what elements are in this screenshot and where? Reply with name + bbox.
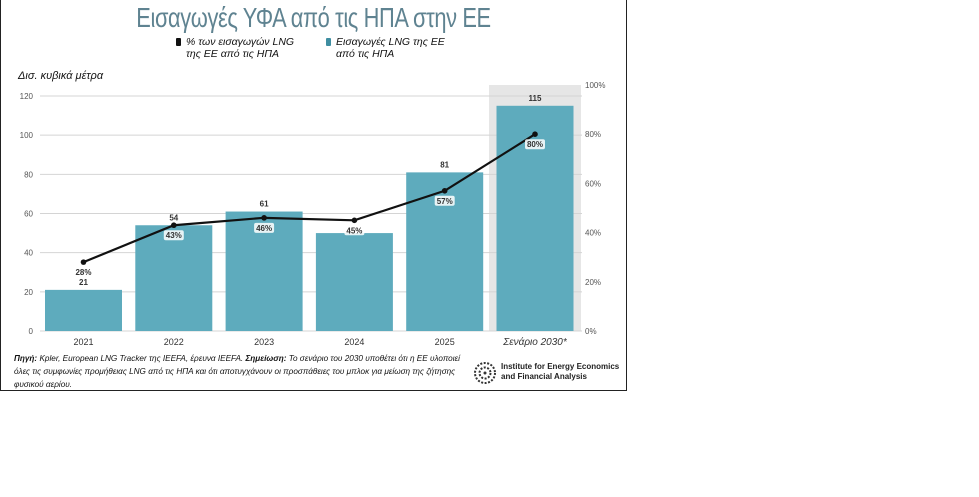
line-label-bg bbox=[163, 230, 184, 241]
legend-text: της ΕΕ από τις ΗΠΑ bbox=[186, 48, 279, 60]
line-value-label: 43% bbox=[166, 231, 182, 240]
line-value-label: 57% bbox=[437, 197, 453, 206]
y2-tick-label: 100% bbox=[585, 81, 605, 90]
legend-text: από τις ΗΠΑ bbox=[336, 48, 395, 60]
x-tick-label: 2021 bbox=[73, 337, 93, 347]
y-tick-label: 100 bbox=[20, 131, 34, 140]
y2-tick-label: 40% bbox=[585, 229, 601, 238]
chart-svg: 0 20 40 60 80 100 120 0% 20% 40% 60% 80% 100% 21 2021 5… bbox=[20, 81, 606, 348]
line-point bbox=[171, 222, 177, 229]
y-tick-label: 40 bbox=[24, 249, 33, 258]
bar-value-label: 115 bbox=[529, 94, 542, 103]
line-series bbox=[83, 133, 536, 264]
y2-tick-label: 20% bbox=[585, 278, 601, 287]
legend-text: % των εισαγωγών LNG bbox=[186, 36, 295, 48]
x-tick-label: 2022 bbox=[164, 337, 184, 347]
line-label-bg bbox=[525, 139, 545, 150]
x-tick-label: 2025 bbox=[435, 337, 455, 347]
line-point bbox=[441, 187, 448, 194]
line-point bbox=[80, 259, 87, 265]
x-tick-label: 2024 bbox=[344, 337, 364, 347]
legend-swatch-line bbox=[176, 38, 181, 46]
y-tick-label: 120 bbox=[20, 92, 34, 101]
y2-tick-label: 60% bbox=[585, 179, 601, 188]
y-tick-label: 0 bbox=[29, 327, 34, 336]
legend-text: Εισαγωγές LNG της ΕΕ bbox=[336, 36, 445, 48]
line-label-bg bbox=[344, 225, 365, 236]
bar bbox=[315, 233, 393, 331]
globe-icon bbox=[474, 362, 496, 384]
line-point bbox=[532, 131, 538, 137]
line-value-label: 46% bbox=[256, 224, 272, 233]
legend-item-line: % των εισαγωγών LNG της ΕΕ από τις ΗΠΑ bbox=[176, 36, 295, 60]
y-axis-label: Δισ. κυβικά μέτρα bbox=[18, 70, 104, 82]
bar bbox=[135, 225, 213, 331]
bar-value-label: 81 bbox=[440, 160, 449, 169]
line-value-label: 28% bbox=[75, 268, 91, 277]
x-tick-label: 2023 bbox=[254, 337, 274, 347]
y2-tick-label: 0% bbox=[585, 327, 597, 336]
y-tick-label: 80 bbox=[24, 170, 33, 179]
line-label-bg bbox=[73, 267, 94, 278]
y-tick-label: 60 bbox=[24, 210, 33, 219]
note-text: Το σενάριο του 2030 υποθέτει ότι η ΕΕ υλ… bbox=[14, 354, 460, 389]
line-point bbox=[261, 215, 267, 221]
ieefa-logo: Institute for Energy Economics and Financ… bbox=[473, 360, 623, 388]
x-tick-label: Σενάριο 2030* bbox=[502, 336, 568, 348]
legend-swatch-bar bbox=[326, 38, 331, 46]
footer-note: Πηγή: Kpler, European LNG Tracker της IE… bbox=[14, 352, 464, 391]
note-label: Σημείωση: bbox=[245, 354, 287, 363]
bar-value-label: 21 bbox=[79, 278, 88, 287]
line-value-label: 80% bbox=[527, 140, 543, 149]
bar bbox=[45, 289, 122, 331]
legend-item-bar: Εισαγωγές LNG της ΕΕ από τις ΗΠΑ bbox=[326, 36, 445, 60]
logo-text: and Financial Analysis bbox=[501, 372, 587, 381]
y-tick-label: 20 bbox=[24, 288, 33, 297]
line-label-bg bbox=[434, 195, 455, 206]
logo-text: Institute for Energy Economics bbox=[501, 362, 620, 371]
bar-value-label: 54 bbox=[169, 213, 178, 222]
source-text: Kpler, European LNG Tracker της IEEFA, έ… bbox=[37, 354, 246, 363]
source-label: Πηγή: bbox=[14, 354, 38, 363]
line-value-label: 45% bbox=[346, 226, 362, 235]
y2-tick-label: 80% bbox=[585, 130, 601, 139]
line-label-bg bbox=[254, 222, 275, 233]
bar-value-label: 61 bbox=[260, 200, 269, 209]
chart-title: Εισαγωγές ΥΦΑ από τις ΗΠΑ στην ΕΕ bbox=[136, 2, 491, 33]
line-point bbox=[351, 217, 358, 224]
